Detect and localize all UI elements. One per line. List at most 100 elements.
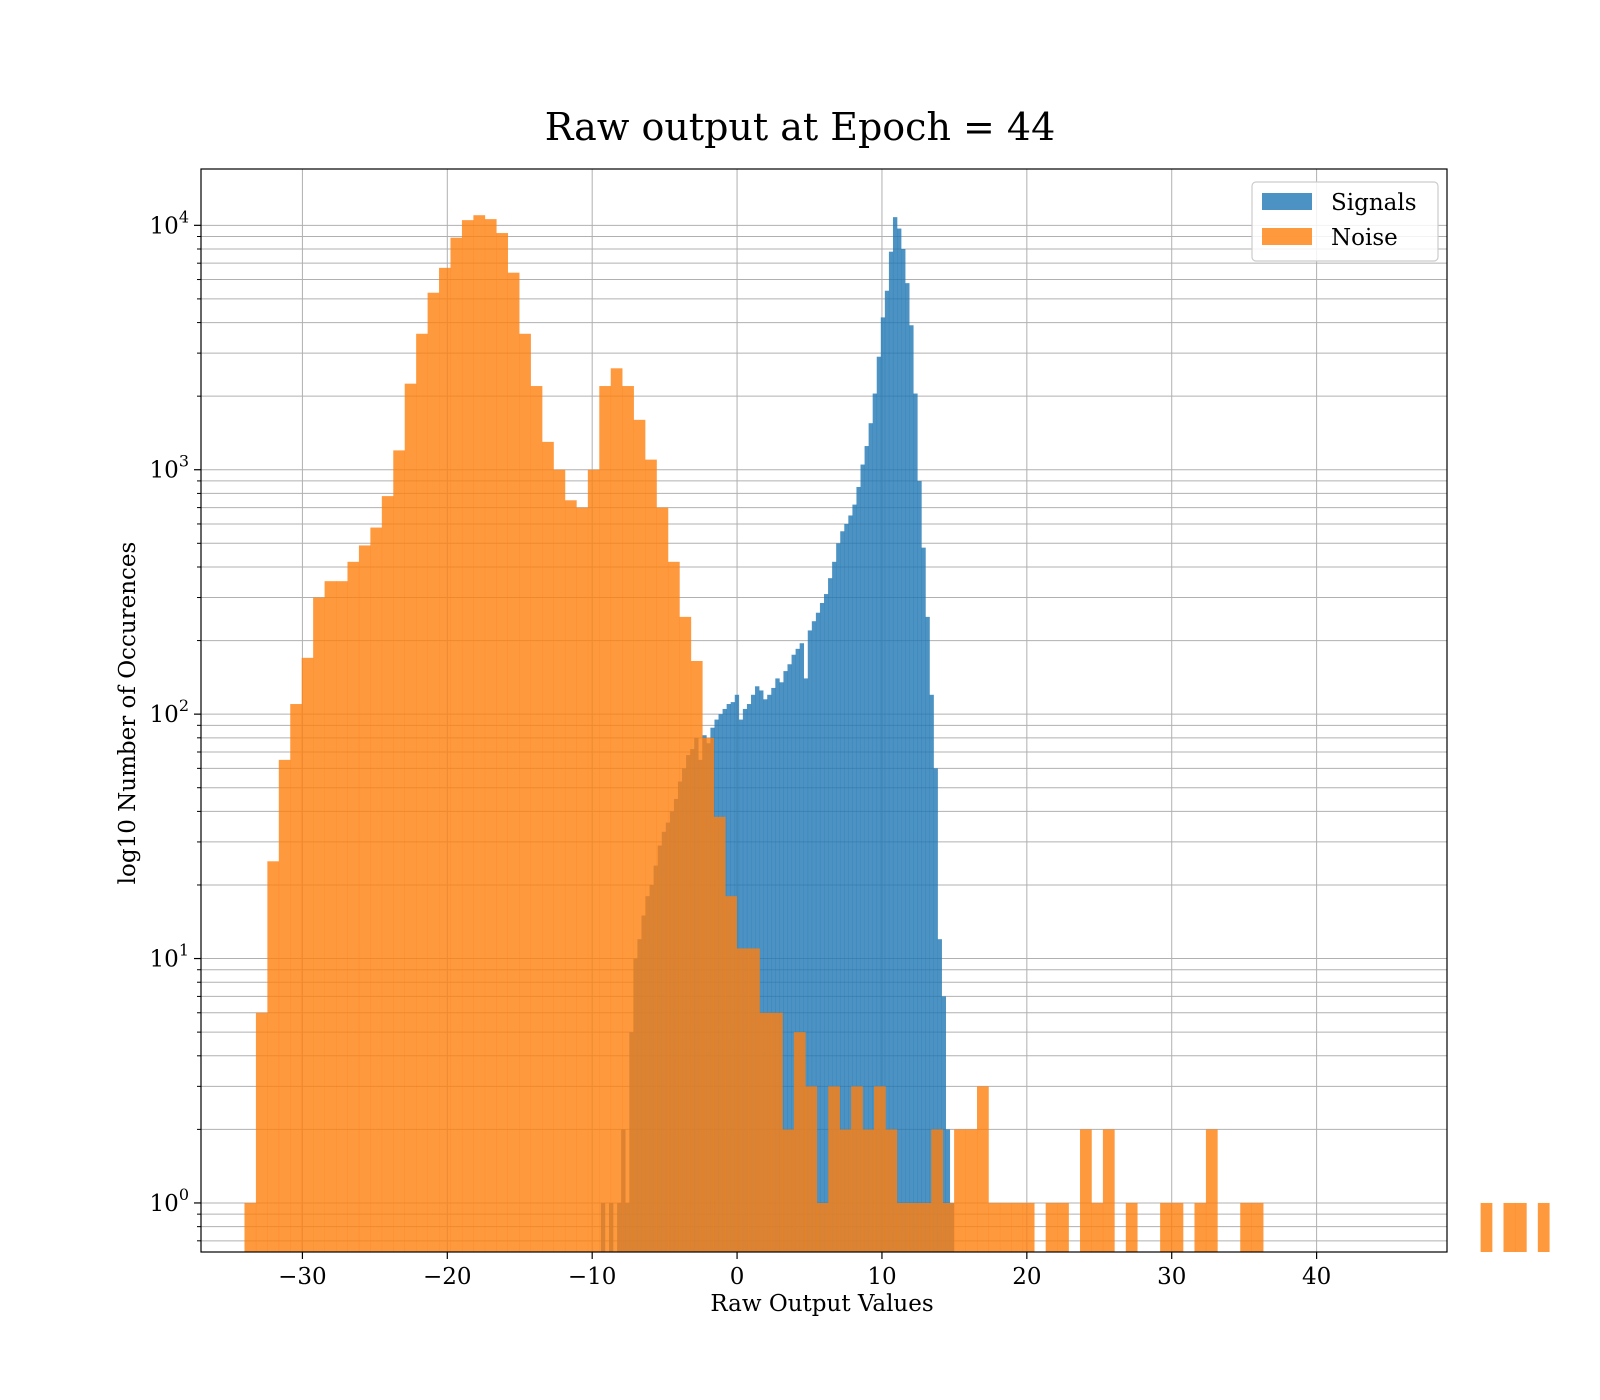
bar-noise <box>645 459 657 1252</box>
bar-noise <box>416 333 428 1252</box>
bar-noise <box>530 386 543 1252</box>
bar-signals <box>799 643 805 1252</box>
bar-noise <box>748 948 760 1252</box>
bar-signals <box>848 515 853 1252</box>
bar-noise <box>908 1202 921 1252</box>
bar-noise <box>828 1086 840 1252</box>
bar-noise <box>1080 1129 1092 1252</box>
bar-signals <box>767 694 772 1252</box>
bar-noise <box>347 561 360 1252</box>
bar-noise <box>1125 1202 1138 1252</box>
bar-noise <box>702 737 715 1252</box>
bar-noise <box>725 896 737 1252</box>
bar-noise <box>358 545 371 1252</box>
bar-signals <box>815 612 821 1252</box>
bar-signals <box>941 996 947 1252</box>
bar-noise <box>370 527 383 1252</box>
x-tick-label: −20 <box>423 1264 472 1290</box>
bar-signals <box>917 480 922 1252</box>
bar-signals <box>795 648 800 1252</box>
bar-signals <box>811 621 817 1252</box>
bar-signals <box>787 664 792 1252</box>
bar-noise <box>290 704 302 1252</box>
bar-noise <box>542 441 554 1252</box>
bar-noise <box>988 1202 1001 1252</box>
bar-noise <box>336 581 348 1252</box>
bar-noise <box>873 1086 886 1252</box>
bar-signals <box>897 228 902 1252</box>
bar-noise <box>805 1086 818 1252</box>
plot-frame <box>200 168 1448 1253</box>
bar-noise <box>942 1202 955 1252</box>
bar-noise <box>1022 1202 1035 1252</box>
x-tick-label: 40 <box>1302 1264 1331 1290</box>
bar-noise <box>484 219 497 1252</box>
y-tick-label: 100 <box>150 1185 189 1217</box>
bar-signals <box>933 768 938 1252</box>
x-axis-label: Raw Output Values <box>710 1291 933 1317</box>
bar-signals <box>880 317 886 1252</box>
bar-noise <box>324 581 337 1252</box>
bar-noise <box>885 1129 898 1252</box>
bar-noise <box>1537 1202 1550 1252</box>
bar-signals <box>913 393 918 1252</box>
bar-noise <box>793 1032 806 1252</box>
bar-noise <box>507 272 520 1252</box>
bar-noise <box>999 1202 1012 1252</box>
bar-signals <box>828 578 833 1252</box>
bar-signals <box>783 671 788 1252</box>
bar-signals <box>803 678 809 1252</box>
y-tick-label: 104 <box>150 207 189 239</box>
bar-signals <box>819 602 825 1252</box>
bar-noise <box>1194 1202 1207 1252</box>
legend-swatch-signals <box>1262 193 1312 210</box>
legend-label-noise: Noise <box>1331 225 1398 251</box>
bar-signals <box>945 1129 951 1252</box>
bar-noise <box>439 267 451 1253</box>
bar-noise <box>267 861 280 1252</box>
bar-signals <box>775 678 780 1252</box>
bar-noise <box>839 1129 852 1252</box>
bar-noise <box>255 1012 268 1252</box>
chart-title: Raw output at Epoch = 44 <box>545 105 1056 149</box>
bar-noise <box>736 948 749 1252</box>
bar-signals <box>832 561 837 1252</box>
x-tick-label: 30 <box>1157 1264 1186 1290</box>
bar-signals <box>872 393 878 1252</box>
bar-signals <box>840 531 845 1252</box>
bar-noise <box>1171 1202 1184 1252</box>
x-tick-label: 10 <box>867 1264 896 1290</box>
bar-noise <box>1205 1129 1218 1252</box>
bar-signals <box>852 504 857 1253</box>
bar-noise <box>622 386 634 1252</box>
bar-noise <box>553 469 566 1253</box>
y-axis-label: log10 Number of Occurences <box>115 542 141 885</box>
bars <box>244 215 1550 1253</box>
legend-swatch-noise <box>1262 228 1312 245</box>
bar-signals <box>868 423 873 1253</box>
bar-noise <box>759 1012 772 1252</box>
bar-noise <box>1011 1202 1024 1252</box>
bar-noise <box>1057 1202 1069 1252</box>
x-tick-label: −30 <box>278 1264 327 1290</box>
y-tick-label: 103 <box>150 452 189 484</box>
bar-noise <box>667 561 680 1252</box>
legend-label-signals: Signals <box>1331 190 1417 216</box>
bar-noise <box>1102 1129 1115 1252</box>
bar-signals <box>771 687 776 1252</box>
bar-signals <box>856 486 861 1253</box>
bar-noise <box>587 469 600 1253</box>
x-tick-label: 20 <box>1012 1264 1041 1290</box>
bar-noise <box>404 383 417 1252</box>
bar-signals <box>807 630 813 1252</box>
bar-signals <box>844 523 849 1252</box>
bar-noise <box>862 1129 875 1252</box>
bar-noise <box>393 450 406 1252</box>
bar-noise <box>1045 1202 1058 1252</box>
x-tick-label: −10 <box>568 1264 617 1290</box>
bar-noise <box>1160 1202 1172 1252</box>
bar-signals <box>888 251 894 1252</box>
bar-signals <box>929 694 934 1252</box>
bar-signals <box>925 616 930 1252</box>
bar-signals <box>921 547 926 1252</box>
